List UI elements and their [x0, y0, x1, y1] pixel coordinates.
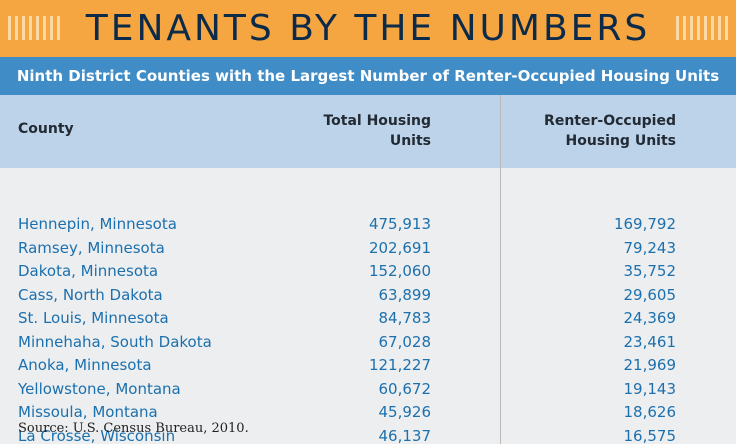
cell-total-units: 475,913	[369, 213, 431, 237]
header-county: County	[18, 119, 74, 139]
cell-renter-units: 169,792	[614, 213, 676, 237]
subtitle-bar: Ninth District Counties with the Largest…	[0, 57, 736, 95]
cell-total-units: 84,783	[379, 307, 432, 331]
header-renter-line1: Renter-Occupied	[476, 111, 676, 131]
cell-county: Anoka, Minnesota	[18, 354, 152, 378]
table-row: Minnehaha, South Dakota 67,028 23,461	[0, 331, 736, 355]
header-renter-line2: Housing Units	[476, 131, 676, 151]
table-row: Cass, North Dakota 63,899 29,605	[0, 284, 736, 308]
cell-renter-units: 29,605	[624, 284, 677, 308]
cell-total-units: 67,028	[379, 331, 432, 355]
cell-total-units: 46,137	[379, 425, 432, 448]
table-row: Anoka, Minnesota 121,227 21,969	[0, 354, 736, 378]
header-total-line1: Total Housing	[271, 111, 431, 131]
cell-renter-units: 24,369	[624, 307, 677, 331]
cell-county: Minnehaha, South Dakota	[18, 331, 212, 355]
source-note: Source: U.S. Census Bureau, 2010.	[18, 421, 249, 436]
cell-total-units: 121,227	[369, 354, 431, 378]
right-stripe-decoration	[676, 16, 728, 40]
cell-renter-units: 21,969	[624, 354, 677, 378]
table-row: Yellowstone, Montana 60,672 19,143	[0, 378, 736, 402]
cell-total-units: 60,672	[379, 378, 432, 402]
table-header-row: County Total Housing Units Renter-Occupi…	[0, 95, 736, 168]
cell-county: Yellowstone, Montana	[18, 378, 181, 402]
table-row: Dakota, Minnesota 152,060 35,752	[0, 260, 736, 284]
cell-county: Cass, North Dakota	[18, 284, 163, 308]
table-row: St. Louis, Minnesota 84,783 24,369	[0, 307, 736, 331]
cell-renter-units: 18,626	[624, 401, 677, 425]
table-body: Hennepin, Minnesota 475,913 169,792 Rams…	[0, 213, 736, 448]
cell-county: Hennepin, Minnesota	[18, 213, 177, 237]
cell-renter-units: 23,461	[624, 331, 677, 355]
cell-renter-units: 16,575	[624, 425, 677, 448]
data-table: County Total Housing Units Renter-Occupi…	[0, 95, 736, 444]
cell-total-units: 152,060	[369, 260, 431, 284]
cell-total-units: 45,926	[379, 401, 432, 425]
cell-county: Ramsey, Minnesota	[18, 237, 165, 261]
table-row: Hennepin, Minnesota 475,913 169,792	[0, 213, 736, 237]
cell-county: Dakota, Minnesota	[18, 260, 158, 284]
cell-renter-units: 35,752	[624, 260, 677, 284]
cell-renter-units: 79,243	[624, 237, 677, 261]
cell-total-units: 202,691	[369, 237, 431, 261]
title-banner: TENANTS BY THE NUMBERS	[0, 0, 736, 57]
header-total-housing-units: Total Housing Units	[271, 111, 431, 151]
cell-total-units: 63,899	[379, 284, 432, 308]
header-renter-occupied-units: Renter-Occupied Housing Units	[476, 111, 676, 151]
header-total-line2: Units	[271, 131, 431, 151]
page-title: TENANTS BY THE NUMBERS	[86, 0, 651, 57]
table-row: Ramsey, Minnesota 202,691 79,243	[0, 237, 736, 261]
cell-county: St. Louis, Minnesota	[18, 307, 169, 331]
subtitle-text: Ninth District Counties with the Largest…	[17, 67, 719, 85]
left-stripe-decoration	[8, 16, 60, 40]
cell-renter-units: 19,143	[624, 378, 677, 402]
